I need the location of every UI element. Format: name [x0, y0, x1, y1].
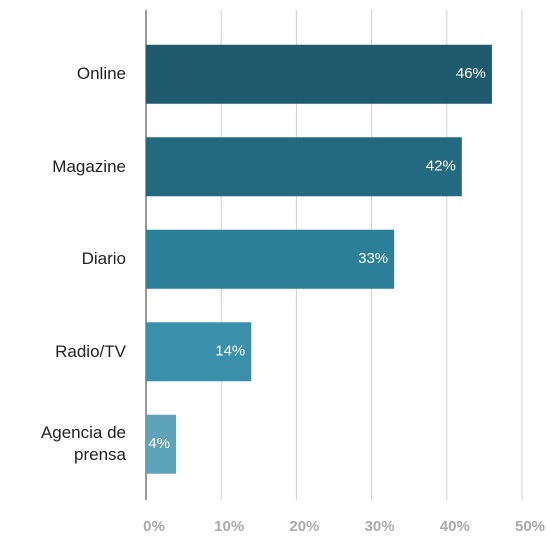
bar: [146, 44, 492, 104]
bar: [146, 414, 177, 474]
x-tick-label: 40%: [440, 518, 470, 535]
bar: [146, 229, 395, 289]
category-label: Radio/TV: [55, 341, 126, 361]
x-tick-label: 50%: [515, 518, 545, 535]
category-label: Diario: [81, 249, 126, 269]
x-tick-label: 10%: [214, 518, 244, 535]
category-label: Magazine: [52, 156, 126, 176]
bar: [146, 322, 252, 382]
category-label: Agencia de prensa: [40, 423, 126, 465]
bar: [146, 137, 462, 197]
value-label: 4%: [148, 435, 170, 452]
category-label: Online: [76, 64, 126, 84]
x-tick-label: 0%: [143, 518, 165, 535]
value-label: 33%: [358, 250, 388, 267]
value-label: 46%: [456, 65, 486, 82]
value-label: 42%: [426, 158, 456, 175]
x-tick-label: 30%: [365, 518, 395, 535]
value-label: 14%: [215, 343, 245, 360]
x-tick-label: 20%: [289, 518, 319, 535]
